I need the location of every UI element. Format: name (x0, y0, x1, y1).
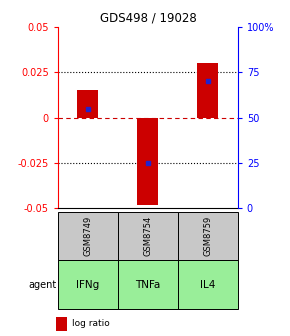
Bar (58, 212, 118, 260)
Bar (77, 90, 99, 118)
Text: IFNg: IFNg (76, 280, 99, 290)
Bar (178, 212, 238, 260)
Text: GSM8754: GSM8754 (143, 216, 153, 256)
Bar (118, 260, 178, 309)
Text: log ratio: log ratio (72, 319, 110, 328)
Text: TNFa: TNFa (135, 280, 161, 290)
Bar (118, 212, 178, 260)
Text: IL4: IL4 (200, 280, 215, 290)
Text: agent: agent (28, 280, 57, 290)
Title: GDS498 / 19028: GDS498 / 19028 (99, 11, 196, 24)
Bar (58, 260, 118, 309)
Text: GSM8749: GSM8749 (84, 216, 93, 256)
Bar (137, 118, 158, 205)
Bar (178, 260, 238, 309)
Text: GSM8759: GSM8759 (203, 216, 212, 256)
Bar (56, 317, 67, 331)
Bar (197, 63, 218, 118)
